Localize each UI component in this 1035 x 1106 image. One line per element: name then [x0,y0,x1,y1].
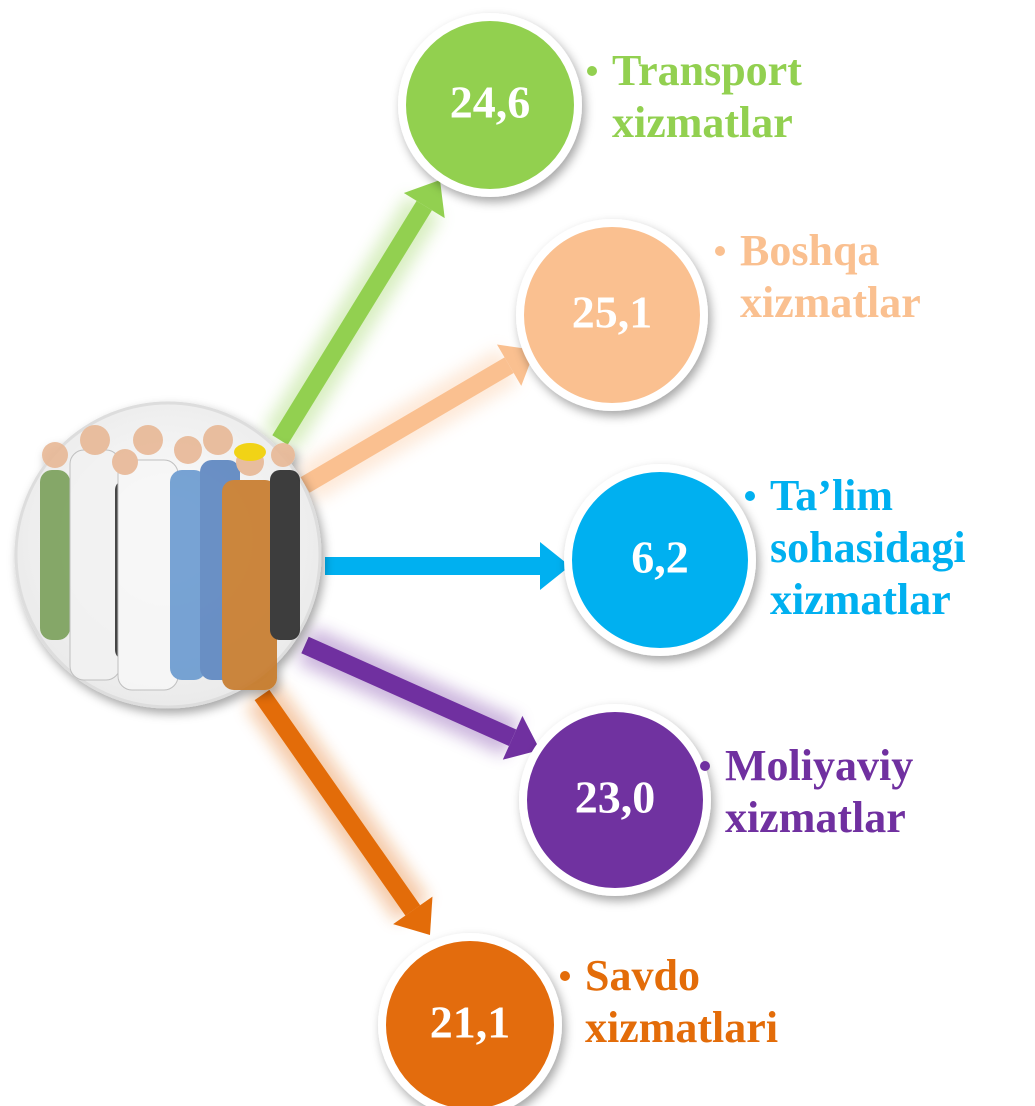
value-circle [519,704,711,896]
label-line: xizmatlar [740,278,921,327]
value-circle [398,13,582,197]
bullet [745,491,755,501]
arrow [245,683,433,935]
value-text: 24,6 [450,77,531,128]
value-text: 21,1 [430,997,511,1048]
arrow-shaft [254,689,421,916]
arrow-head [540,542,570,590]
label-line: Transport [612,46,802,95]
center-photo [14,401,322,709]
arrow-shaft [301,636,517,746]
arrow [262,180,445,451]
arrow [296,626,540,760]
value-text: 6,2 [631,532,689,583]
value-circle [516,219,708,411]
bullet [587,66,597,76]
label-line: Ta’lim [770,471,893,520]
bullet [700,761,710,771]
label-line: Moliyaviy [725,741,913,790]
arrow-head [502,715,540,760]
arrow-shaft [272,200,432,445]
bullet [715,246,725,256]
value-text: 25,1 [572,287,653,338]
label-line: xizmatlar [612,98,793,147]
value-circle [378,933,562,1106]
label-line: Boshqa [740,226,879,275]
bullet [560,971,570,981]
label-line: sohasidagi [770,523,966,572]
arrow [325,542,570,590]
label-line: xizmatlar [725,793,906,842]
arrow-head [393,896,433,935]
value-text: 23,0 [575,772,656,823]
value-circle [564,464,756,656]
arrow-head [403,180,445,219]
label-line: xizmatlar [770,575,951,624]
label-line: Savdo [585,951,700,1000]
label-line: xizmatlari [585,1003,778,1052]
arrow-shaft [300,357,514,493]
